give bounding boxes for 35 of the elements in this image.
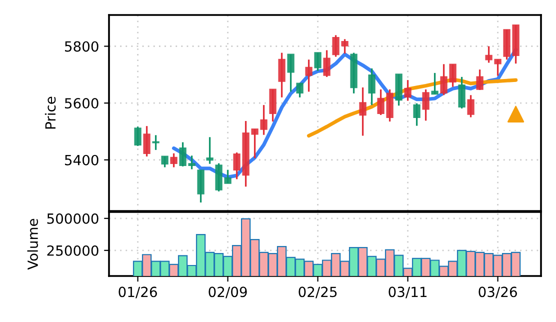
candlestick — [152, 134, 160, 151]
candlestick — [278, 52, 286, 98]
x-tick-label: 03/11 — [388, 286, 427, 298]
candlestick — [422, 88, 430, 122]
candlestick — [197, 170, 204, 204]
y-axis-title: Price — [44, 96, 56, 129]
y-tick-label: 5800 — [65, 41, 98, 52]
candlestick — [161, 156, 168, 168]
y-tick-label: 5600 — [65, 98, 98, 109]
candlestick — [134, 126, 142, 147]
candlestick — [323, 49, 330, 78]
x-tick-label: 02/09 — [208, 286, 247, 298]
x-tick-label: 03/26 — [478, 286, 517, 298]
candlestick — [359, 86, 366, 137]
candlestick — [305, 58, 312, 93]
x-tick-label: 02/25 — [298, 286, 337, 298]
y-tick-label: 250000 — [47, 245, 98, 256]
candlestick — [431, 72, 438, 95]
y-axis-title: Volume — [27, 218, 38, 270]
candlestick — [206, 136, 214, 165]
candlestick — [404, 79, 412, 102]
candlestick — [269, 88, 276, 122]
candlestick — [476, 68, 484, 91]
x-tick-label: 01/26 — [118, 286, 157, 298]
y-tick-label: 500000 — [47, 213, 98, 224]
candlestick — [413, 102, 420, 127]
candlestick — [314, 52, 322, 72]
candlestick — [287, 54, 294, 93]
candlestick — [143, 125, 150, 158]
candlestick — [170, 152, 178, 168]
y-tick-label: 5400 — [65, 154, 98, 166]
candlestick — [467, 94, 474, 118]
candlestick — [458, 76, 466, 110]
candlestick — [368, 68, 376, 106]
candlestick — [296, 82, 304, 98]
